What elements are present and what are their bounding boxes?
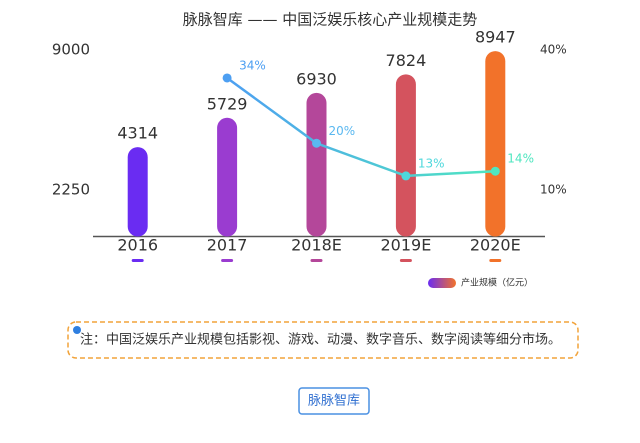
category-dash bbox=[310, 259, 323, 262]
line-value-label: 14% bbox=[507, 152, 534, 166]
legend-label: 产业规模（亿元） bbox=[461, 277, 533, 289]
category-dash bbox=[489, 259, 502, 262]
x-tick-label: 2019E bbox=[380, 236, 431, 255]
y2-tick-label: 10% bbox=[540, 182, 567, 196]
bar-value-label: 4314 bbox=[117, 124, 158, 143]
line bbox=[226, 76, 496, 178]
category-dash bbox=[399, 259, 412, 262]
note-dot bbox=[73, 326, 81, 334]
y-tick-label: 2250 bbox=[52, 180, 90, 198]
line-point bbox=[401, 171, 411, 181]
bar-value-label: 7824 bbox=[386, 51, 427, 70]
bar bbox=[217, 117, 238, 237]
chart-title: 脉脉智库 —— 中国泛娱乐核心产业规模走势 bbox=[183, 11, 478, 29]
bar bbox=[395, 74, 416, 237]
line-value-label: 34% bbox=[239, 58, 266, 72]
line-point bbox=[222, 73, 232, 83]
note-box bbox=[67, 321, 579, 359]
button[interactable] bbox=[298, 387, 370, 415]
line-value-label: 13% bbox=[418, 156, 445, 170]
x-tick-label: 2020E bbox=[470, 236, 521, 255]
bar bbox=[485, 51, 506, 237]
x-tick-label: 2016 bbox=[117, 236, 158, 255]
bar bbox=[306, 92, 327, 237]
button-label[interactable]: 脉脉智库 bbox=[308, 393, 360, 409]
line-point bbox=[490, 166, 500, 176]
x-tick-label: 2017 bbox=[207, 236, 248, 255]
legend-swatch bbox=[428, 278, 456, 288]
bar bbox=[127, 147, 148, 237]
category-dash bbox=[131, 259, 144, 262]
note-text: 注：中国泛娱乐产业规模包括影视、游戏、动漫、数字音乐、数字阅读等细分市场。 bbox=[80, 332, 561, 348]
bar-value-label: 8947 bbox=[475, 28, 516, 47]
x-tick-label: 2018E bbox=[291, 236, 342, 255]
y2-tick-label: 40% bbox=[540, 43, 567, 57]
y-tick-label: 9000 bbox=[52, 41, 90, 59]
bar-value-label: 6930 bbox=[296, 69, 337, 88]
bar-value-label: 5729 bbox=[207, 94, 248, 113]
line-value-label: 20% bbox=[329, 124, 356, 138]
line-point bbox=[312, 138, 321, 148]
category-dash bbox=[221, 259, 234, 262]
